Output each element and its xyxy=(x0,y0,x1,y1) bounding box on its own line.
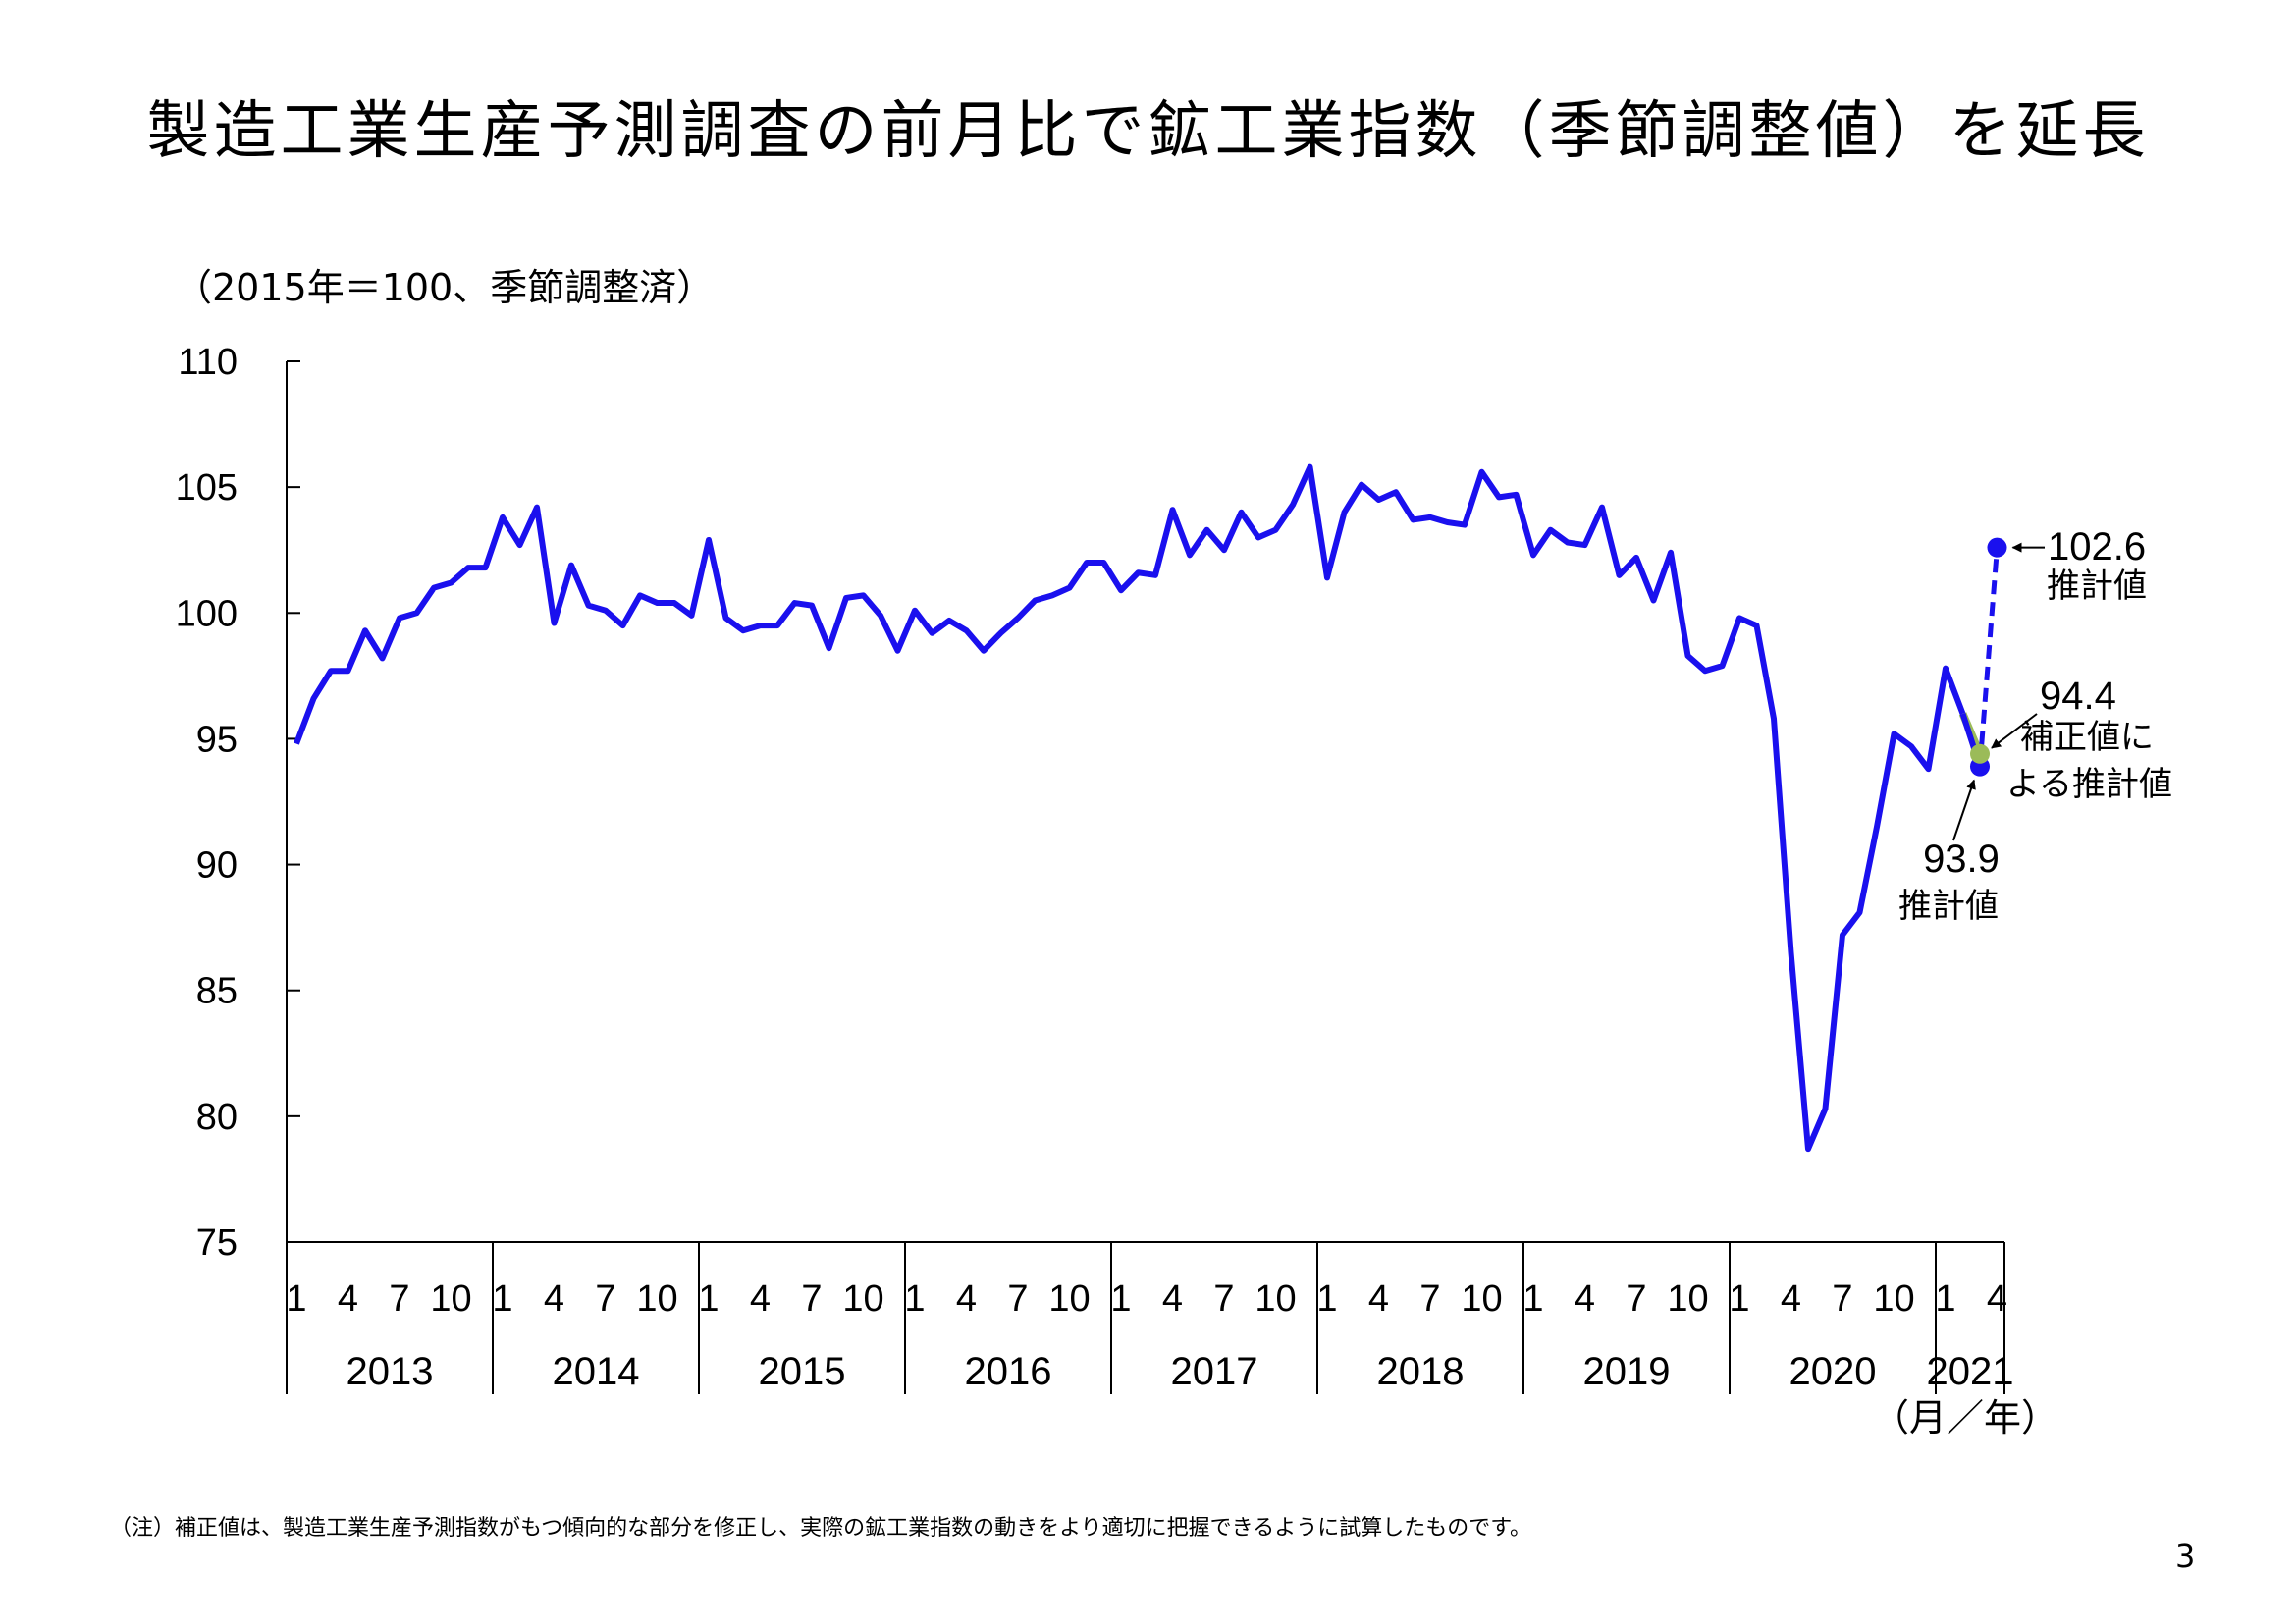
annot-102-6-label: 推計値 xyxy=(2047,567,2147,606)
x-month-label: 7 xyxy=(1832,1278,1852,1320)
x-month-label: 7 xyxy=(1213,1278,1234,1320)
annot-94-4-label1: 補正値に xyxy=(2020,718,2154,757)
y-tick-label: 110 xyxy=(178,342,238,383)
y-tick-label: 95 xyxy=(196,719,238,760)
annot-94-4-value: 94.4 xyxy=(2040,675,2116,718)
y-tick-label: 105 xyxy=(176,467,238,509)
x-month-label: 10 xyxy=(842,1278,883,1320)
x-month-label: 7 xyxy=(595,1278,615,1320)
page-title: 製造工業生産予測調査の前月比で鉱工業指数（季節調整値）を延長 xyxy=(146,95,2150,168)
x-month-label: 10 xyxy=(636,1278,677,1320)
x-month-label: 4 xyxy=(1162,1278,1183,1320)
arrow-94-4 xyxy=(1991,713,2038,749)
x-month-label: 10 xyxy=(1461,1278,1502,1320)
x-year-label: 2020 xyxy=(1789,1350,1877,1393)
x-month-label: 10 xyxy=(1667,1278,1708,1320)
y-tick-label: 90 xyxy=(196,845,238,887)
x-month-label: 10 xyxy=(1048,1278,1090,1320)
x-month-label: 10 xyxy=(430,1278,471,1320)
x-month-label: 1 xyxy=(1935,1278,1955,1320)
x-month-label: 7 xyxy=(1626,1278,1646,1320)
annot-94-4-label2: よる推計値 xyxy=(2006,765,2172,804)
x-month-label: 1 xyxy=(698,1278,719,1320)
x-month-label: 10 xyxy=(1255,1278,1296,1320)
series-actual-line xyxy=(294,463,1966,1153)
x-month-label: 1 xyxy=(1522,1278,1543,1320)
x-year-label: 2015 xyxy=(759,1350,846,1393)
x-month-label: 7 xyxy=(1419,1278,1440,1320)
x-year-label: 2014 xyxy=(553,1350,640,1393)
y-tick-label: 85 xyxy=(196,971,238,1012)
chart-axes xyxy=(286,360,2005,1394)
x-month-label: 7 xyxy=(801,1278,822,1320)
x-year-label: 2019 xyxy=(1583,1350,1671,1393)
x-month-label: 1 xyxy=(492,1278,512,1320)
x-month-label: 4 xyxy=(956,1278,977,1320)
arrow-93-9 xyxy=(1952,779,1976,841)
x-month-label: 4 xyxy=(1781,1278,1801,1320)
x-month-label: 4 xyxy=(338,1278,358,1320)
x-month-label: 1 xyxy=(286,1278,306,1320)
series-estimate-dashed-line xyxy=(1977,547,2000,767)
marker-estimate-april xyxy=(1987,537,2007,558)
x-month-label: 1 xyxy=(1316,1278,1337,1320)
x-year-label: 2016 xyxy=(965,1350,1052,1393)
y-axis-labels: 110 105 100 95 90 85 80 75 xyxy=(176,342,238,1264)
x-month-label: 1 xyxy=(904,1278,925,1320)
x-month-label: 1 xyxy=(1729,1278,1749,1320)
y-tick-label: 75 xyxy=(196,1222,238,1264)
x-month-label: 4 xyxy=(750,1278,771,1320)
annot-93-9-value: 93.9 xyxy=(1923,838,2000,881)
page-number: 3 xyxy=(2175,1538,2196,1575)
y-tick-label: 100 xyxy=(176,593,238,634)
x-year-label: 2021 xyxy=(1927,1350,2014,1393)
axis-suffix: （月／年） xyxy=(1872,1396,2058,1439)
x-month-label: 4 xyxy=(544,1278,564,1320)
footnote: （注）補正値は、製造工業生産予測指数がもつ傾向的な部分を修正し、実際の鉱工業指数… xyxy=(110,1516,1532,1541)
x-month-label: 1 xyxy=(1110,1278,1131,1320)
x-month-label: 4 xyxy=(1987,1278,2007,1320)
x-month-label: 7 xyxy=(1007,1278,1028,1320)
annot-93-9-label: 推計値 xyxy=(1898,887,1999,926)
x-year-label: 2013 xyxy=(347,1350,434,1393)
marker-corrected-march xyxy=(1970,743,1990,764)
x-month-label: 4 xyxy=(1575,1278,1595,1320)
x-month-label: 10 xyxy=(1873,1278,1914,1320)
chart-lines xyxy=(294,463,2007,1153)
y-tick-label: 80 xyxy=(196,1097,238,1138)
x-month-label: 4 xyxy=(1368,1278,1389,1320)
unit-label: （2015年＝100、季節調整済） xyxy=(175,266,715,309)
x-year-label: 2018 xyxy=(1377,1350,1465,1393)
x-year-label: 2017 xyxy=(1171,1350,1258,1393)
annot-102-6-value: 102.6 xyxy=(2048,525,2146,568)
x-month-label: 7 xyxy=(389,1278,409,1320)
